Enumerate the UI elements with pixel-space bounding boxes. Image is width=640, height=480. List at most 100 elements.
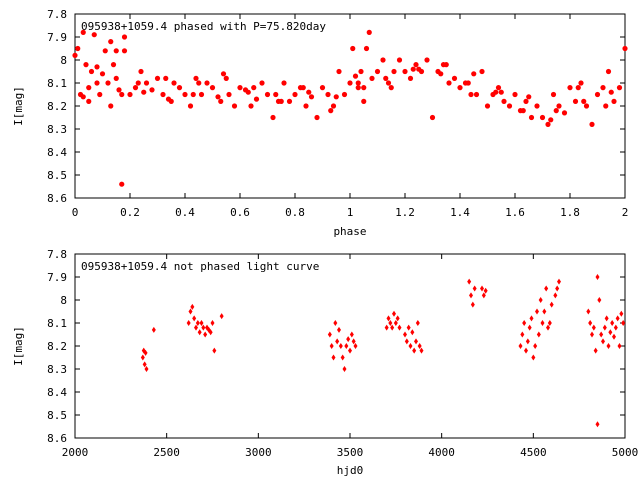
- data-point: [535, 308, 539, 315]
- data-point: [603, 103, 609, 109]
- data-point: [533, 343, 538, 349]
- data-point: [196, 80, 202, 86]
- data-point: [525, 338, 530, 345]
- data-point: [154, 75, 161, 81]
- data-point: [465, 80, 471, 86]
- data-point: [451, 75, 458, 81]
- y-tick-label: 8.2: [47, 100, 67, 113]
- data-point: [190, 91, 196, 98]
- data-point: [410, 329, 415, 336]
- data-point: [388, 85, 394, 91]
- data-point: [605, 68, 612, 75]
- data-point: [142, 361, 147, 368]
- x-tick-label: 2: [622, 206, 629, 219]
- data-point: [583, 103, 590, 109]
- x-tick-label: 0.2: [120, 206, 140, 219]
- data-point: [333, 320, 338, 326]
- data-point: [479, 68, 485, 75]
- data-point: [314, 114, 320, 121]
- data-point: [393, 320, 398, 326]
- data-point: [209, 85, 216, 91]
- data-point: [374, 68, 381, 75]
- data-point: [308, 94, 315, 100]
- y-tick-label: 8: [60, 54, 67, 67]
- data-point: [223, 75, 229, 81]
- data-point: [248, 103, 254, 109]
- data-point: [119, 181, 125, 187]
- lightcurve-chart: 2000 2500 3000 3500 4000 4500 5000 7.8 7.9 8 8.1 8.…: [12, 248, 638, 477]
- data-point: [349, 331, 354, 338]
- data-point: [506, 103, 513, 109]
- data-point: [419, 347, 424, 354]
- data-point: [286, 98, 293, 104]
- data-point: [121, 34, 128, 40]
- data-point: [186, 320, 191, 326]
- data-point: [127, 91, 133, 98]
- x-axis-label: phase: [333, 225, 366, 238]
- data-point: [385, 80, 392, 86]
- data-point: [520, 331, 525, 338]
- y-axis-label: I[mag]: [12, 86, 25, 126]
- data-point: [303, 103, 309, 109]
- data-point: [99, 71, 106, 77]
- data-point: [589, 121, 595, 127]
- data-point: [384, 324, 389, 331]
- x-tick-label: 1.8: [560, 206, 580, 219]
- data-point: [468, 91, 474, 98]
- data-point: [406, 324, 411, 331]
- data-point: [333, 94, 339, 100]
- chart-title: 095938+1059.4 not phased light curve: [81, 260, 319, 273]
- x-tick-label: 0.8: [285, 206, 305, 219]
- y-tick-label: 8.1: [47, 317, 67, 330]
- data-point: [193, 75, 199, 81]
- data-point: [538, 297, 543, 303]
- data-point: [264, 91, 271, 98]
- data-point: [86, 98, 92, 104]
- y-tick-label: 7.8: [47, 8, 67, 21]
- x-tick-label: 4000: [428, 446, 455, 459]
- data-point: [495, 85, 502, 91]
- data-point: [531, 354, 536, 361]
- data-point: [328, 108, 334, 114]
- data-point: [350, 45, 356, 52]
- data-point: [203, 331, 208, 338]
- data-point: [549, 301, 554, 308]
- data-point: [83, 62, 89, 68]
- x-tick-label: 4500: [520, 446, 547, 459]
- data-point: [342, 366, 347, 372]
- data-point: [542, 308, 547, 315]
- data-point: [121, 48, 128, 54]
- x-tick-label: 0: [72, 206, 79, 219]
- data-point: [469, 292, 473, 299]
- data-point: [108, 39, 114, 45]
- data-point: [443, 62, 449, 68]
- data-point: [194, 324, 198, 331]
- data-point: [528, 114, 535, 121]
- data-point: [597, 297, 602, 303]
- data-point: [553, 292, 558, 299]
- data-point: [91, 32, 97, 38]
- data-point: [330, 103, 337, 109]
- data-point: [546, 324, 550, 331]
- data-point: [160, 91, 166, 98]
- data-point: [220, 71, 227, 77]
- data-point: [138, 68, 144, 75]
- x-axis-label: hjd0: [337, 464, 364, 477]
- data-point: [231, 103, 238, 109]
- data-point: [540, 320, 545, 326]
- data-point: [606, 343, 611, 349]
- data-point: [539, 114, 546, 121]
- y-tick-label: 8.5: [47, 169, 67, 182]
- phased-chart: 0 0.2 0.4 0.6 0.8 1 1.2 1.4 1.6 1.8 2 7.8 7.9 8 8.1 8.2…: [12, 8, 628, 238]
- y-tick-label: 8: [60, 294, 67, 307]
- data-point: [386, 315, 391, 322]
- x-tick-label: 3000: [245, 446, 272, 459]
- data-point: [526, 94, 532, 100]
- data-point: [599, 331, 604, 338]
- data-point: [403, 331, 407, 338]
- data-point: [199, 320, 204, 326]
- data-point: [163, 75, 169, 81]
- data-point: [601, 338, 605, 345]
- data-point: [108, 103, 114, 109]
- data-point: [80, 29, 86, 35]
